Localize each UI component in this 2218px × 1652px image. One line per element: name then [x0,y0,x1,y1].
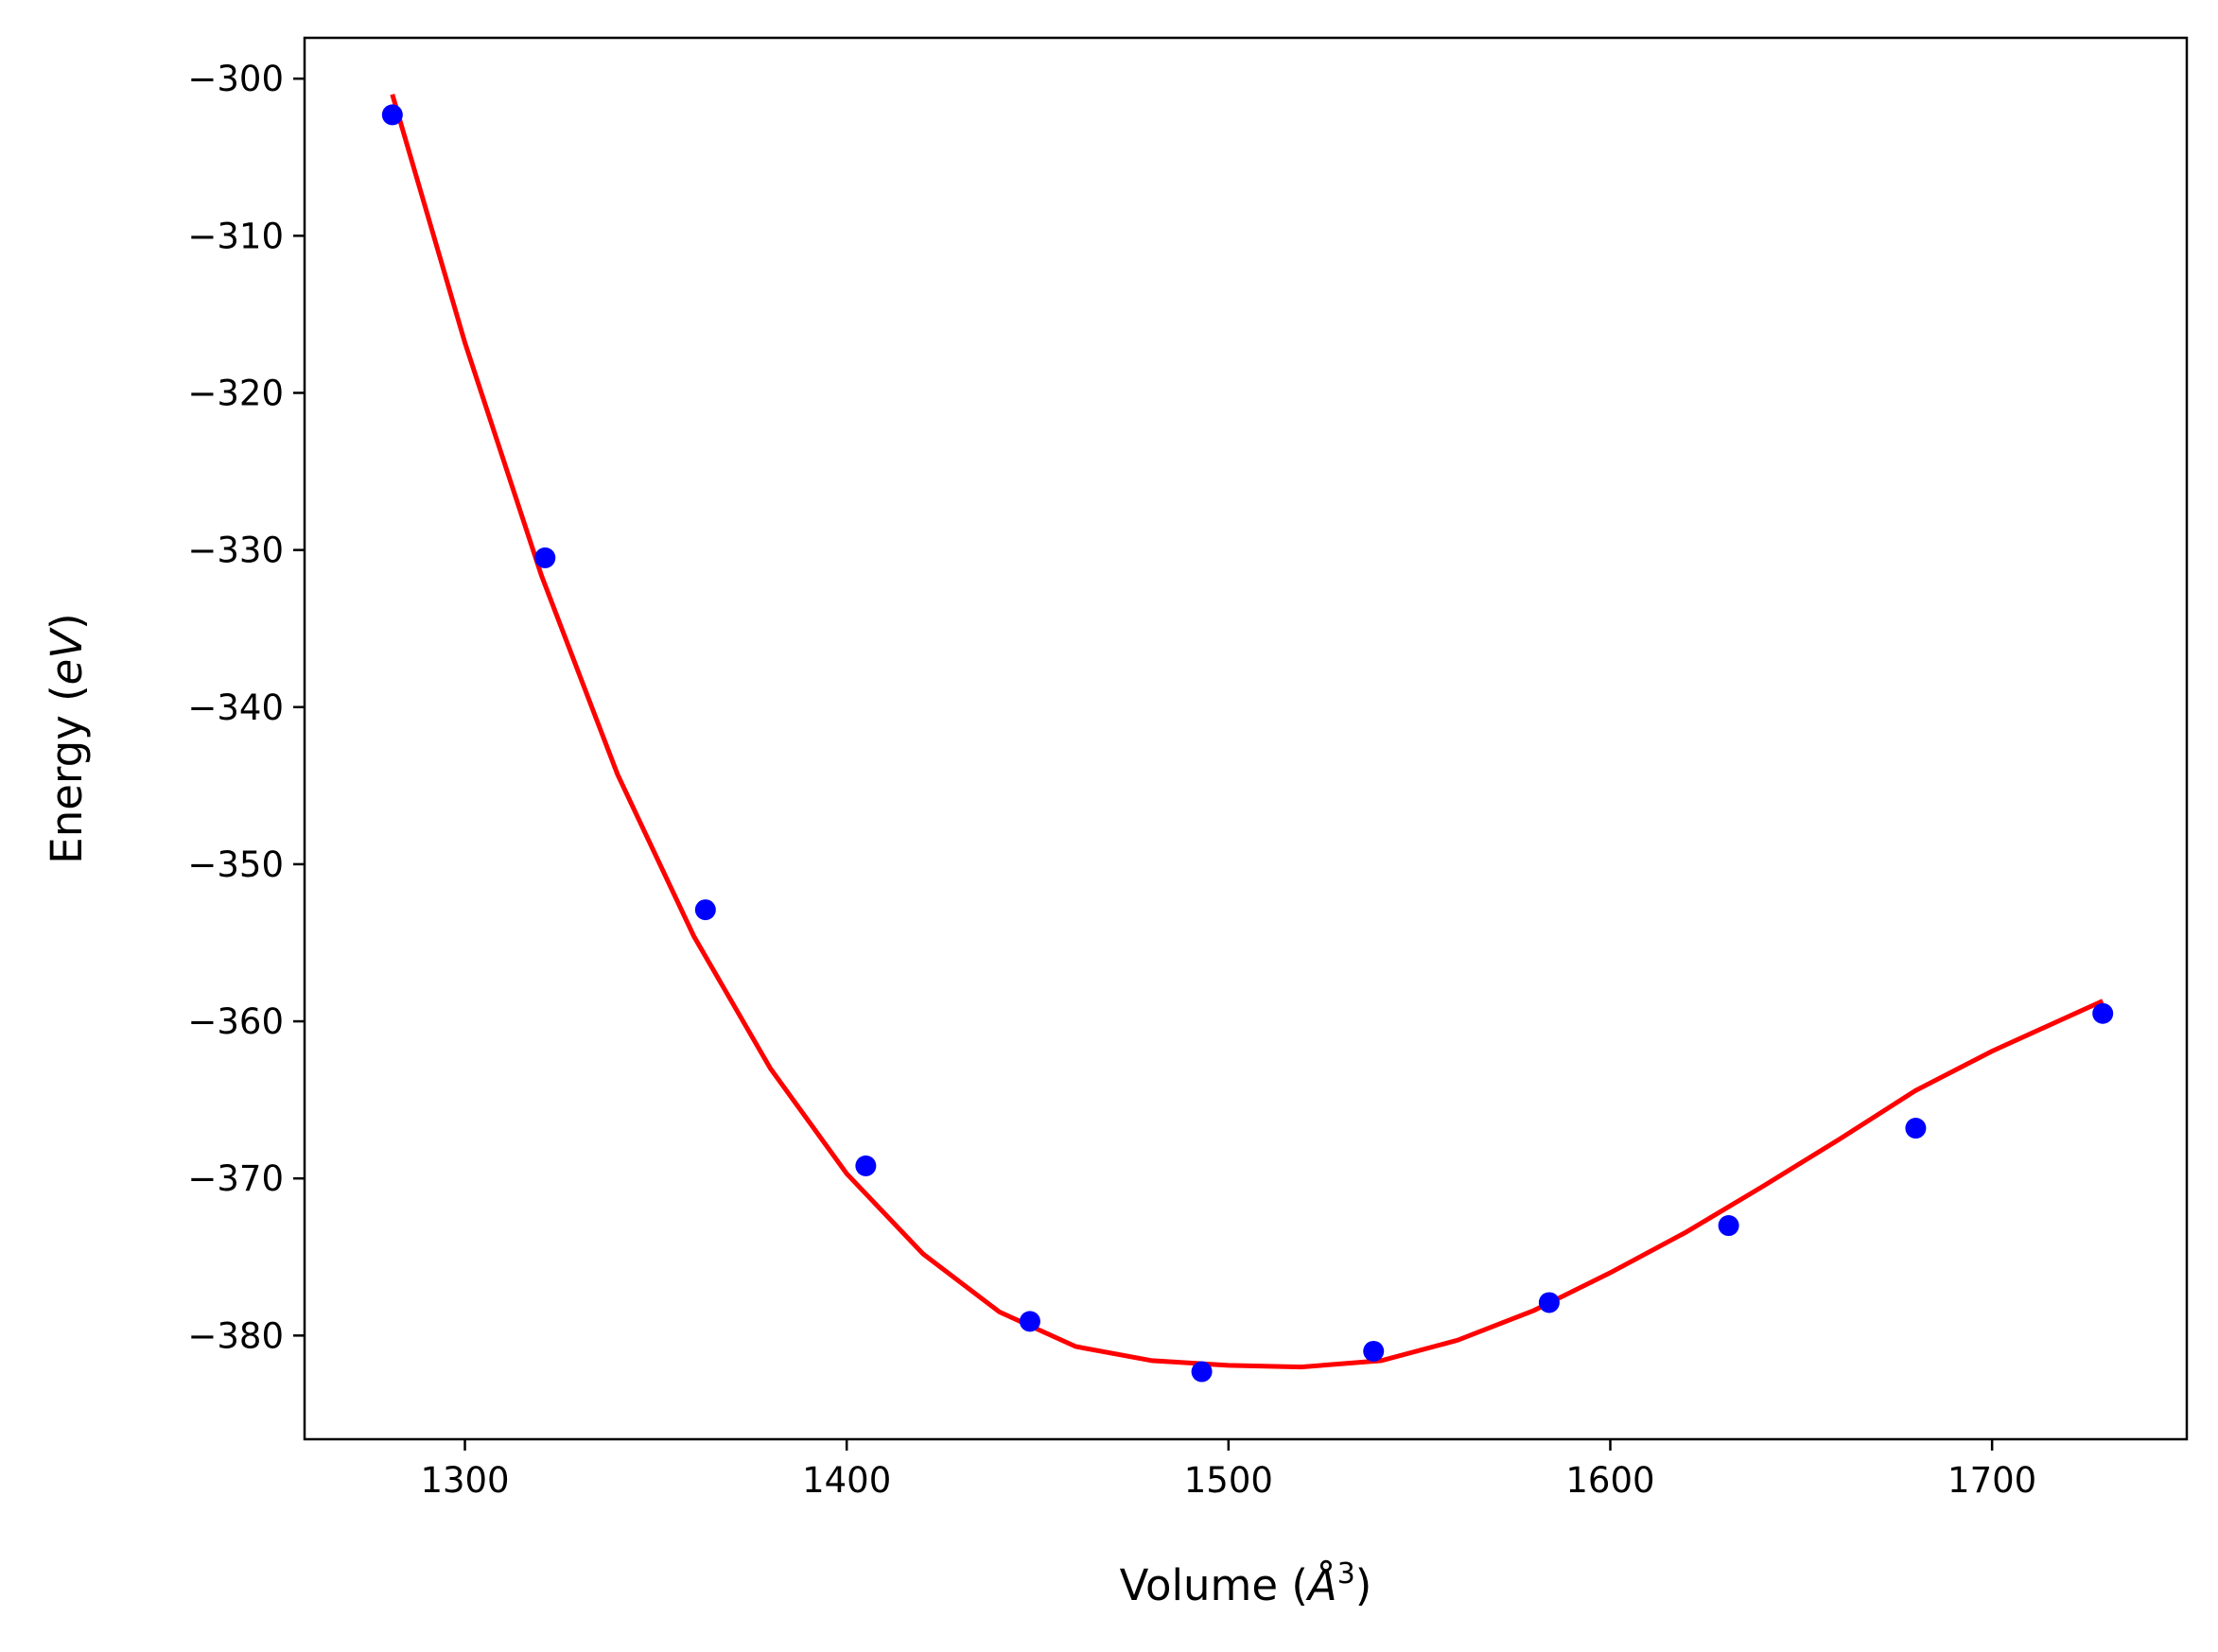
data-point [855,1155,877,1176]
x-axis-label-suffix: ) [1355,1560,1372,1610]
y-axis-label: Energy (eV) [42,613,92,863]
data-point [1191,1361,1213,1382]
data-point [1538,1292,1560,1313]
y-axis-label-var: eV [42,627,92,686]
x-axis-label-var: Å [1305,1560,1337,1610]
data-point [1363,1340,1385,1362]
x-tick-label: 1500 [1184,1460,1273,1501]
y-axis-label-suffix: ) [42,613,92,630]
data-points-layer [381,104,2114,1382]
y-axis-ticks: −300 −310 −320 −330 −340 −350 −360 −370 −380 [187,59,305,1356]
y-tick-label: −310 [187,216,284,256]
data-point [534,547,556,568]
x-tick-label: 1400 [802,1460,891,1501]
data-point [1905,1118,1927,1139]
x-tick-label: 1600 [1565,1460,1654,1501]
y-tick-label: −350 [187,844,284,885]
x-tick-label: 1700 [1947,1460,2036,1501]
x-axis-ticks: 1300 1400 1500 1600 1700 [420,1439,2036,1501]
y-tick-label: −320 [187,373,284,413]
data-point [381,104,403,126]
y-tick-label: −330 [187,530,284,571]
fit-curve-layer [390,94,2104,1370]
x-axis-label-prefix: Volume ( [1120,1560,1308,1610]
plot-frame [303,36,2189,1441]
y-tick-label: −360 [187,1001,284,1042]
y-tick-label: −340 [187,687,284,728]
y-tick-label: −380 [187,1315,284,1356]
x-tick-label: 1300 [420,1460,509,1501]
data-point [1019,1311,1040,1332]
data-point [694,899,716,921]
data-point [1718,1215,1739,1237]
y-axis-label-prefix: Energy ( [42,685,92,863]
y-tick-label: −300 [187,59,284,99]
x-axis-label: Volume (Å3) [1120,1557,1372,1610]
data-point [2092,1002,2114,1024]
x-axis-label-sup: 3 [1337,1557,1355,1591]
y-tick-label: −370 [187,1158,284,1199]
fit-curve [390,94,2104,1370]
